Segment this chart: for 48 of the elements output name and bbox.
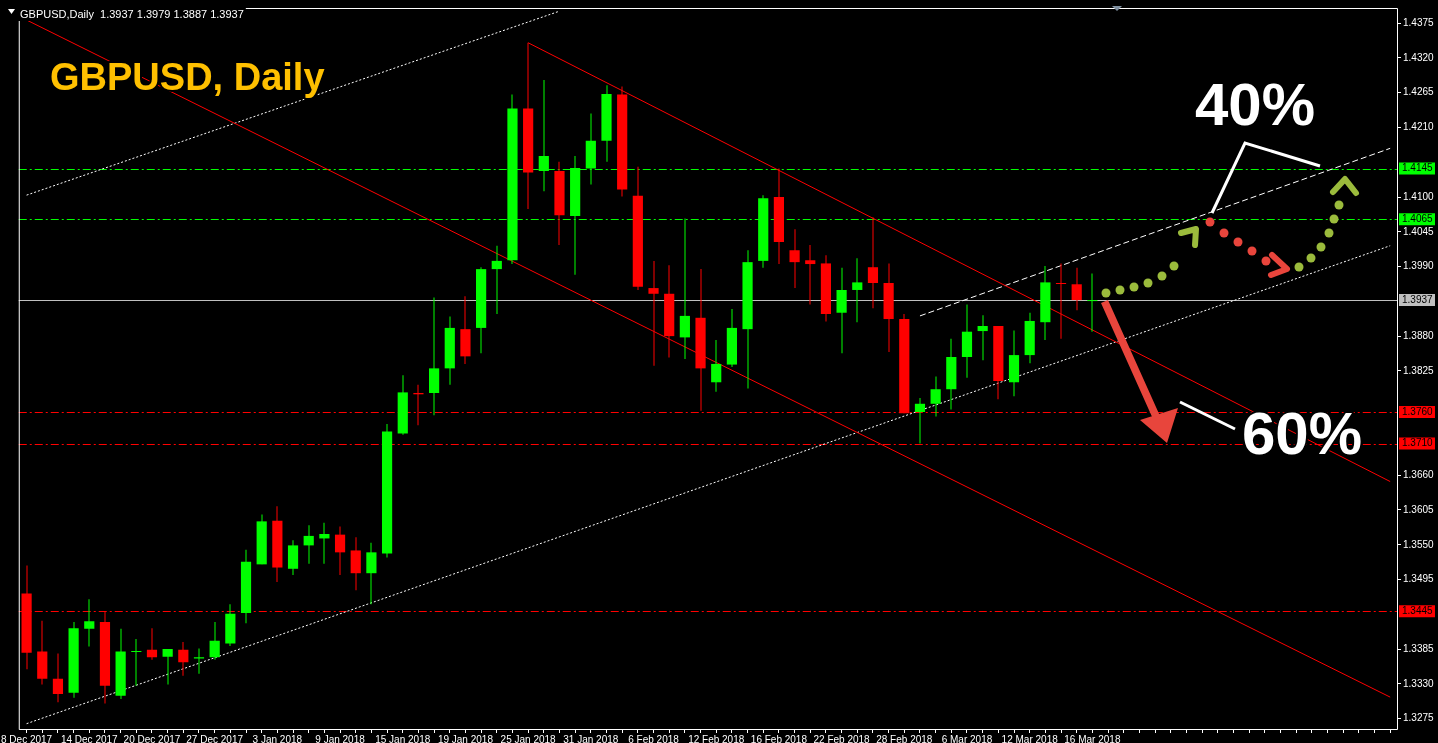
x-tick-label: 12 Mar 2018	[1001, 733, 1059, 743]
y-tick-label: 1.3880	[1403, 329, 1435, 341]
x-tick-label: 12 Feb 2018	[688, 733, 745, 743]
y-tick-label: 1.3990	[1403, 260, 1435, 272]
y-tick-label: 1.3825	[1403, 364, 1435, 376]
ref-line-label: 1.3710	[1402, 437, 1434, 449]
y-tick-label: 1.4320	[1403, 51, 1435, 63]
x-tick-label: 14 Dec 2017	[60, 733, 119, 743]
x-tick-label: 6 Feb 2018	[628, 733, 680, 743]
ref-line-label: 1.3937	[1402, 293, 1434, 305]
x-tick-label: 9 Jan 2018	[315, 733, 366, 743]
y-tick-label: 1.4210	[1403, 121, 1435, 133]
y-tick-label: 1.4375	[1403, 16, 1435, 28]
x-tick-label: 22 Feb 2018	[813, 733, 871, 743]
y-tick-label: 1.3605	[1403, 503, 1435, 515]
y-tick-label: 1.3495	[1403, 573, 1435, 585]
candlestick	[193, 648, 205, 674]
ref-line-label: 1.3445	[1402, 604, 1434, 616]
x-tick-label: 8 Dec 2017	[1, 733, 53, 743]
y-tick-label: 1.3385	[1403, 642, 1435, 654]
ref-line-label: 1.3760	[1402, 405, 1434, 417]
candlestick	[1087, 273, 1098, 332]
x-tick-label: 15 Jan 2018	[375, 733, 431, 743]
x-tick-label: 25 Jan 2018	[500, 733, 557, 743]
y-tick-label: 1.3660	[1403, 468, 1435, 480]
x-tick-label: 31 Jan 2018	[563, 733, 619, 743]
x-tick-label: 27 Dec 2017	[186, 733, 244, 743]
y-tick-label: 1.4045	[1403, 225, 1435, 237]
candlestick	[1055, 263, 1067, 339]
y-tick-label: 1.4265	[1403, 86, 1435, 98]
candlestick	[805, 245, 816, 305]
ref-line-label: 1.4145	[1402, 162, 1434, 174]
annotation: 40%	[1194, 70, 1316, 138]
x-tick-label: 28 Feb 2018	[876, 733, 933, 743]
y-tick-label: 1.3330	[1403, 677, 1435, 689]
candlestick	[131, 638, 142, 686]
y-tick-label: 1.3275	[1403, 712, 1435, 724]
x-tick-label: 6 Mar 2018	[941, 733, 993, 743]
x-tick-label: 16 Mar 2018	[1064, 733, 1121, 743]
y-tick-label: 1.3550	[1403, 538, 1435, 550]
x-tick-label: 19 Jan 2018	[437, 733, 494, 743]
ref-line-label: 1.4065	[1402, 212, 1434, 224]
x-tick-label: 20 Dec 2017	[123, 733, 181, 743]
x-tick-label: 3 Jan 2018	[252, 733, 303, 743]
x-tick-label: 16 Feb 2018	[750, 733, 808, 743]
chart-subtitle: GBPUSD,Daily 1.3937 1.3979 1.3887 1.3937	[20, 7, 244, 20]
y-tick-label: 1.4100	[1403, 190, 1435, 202]
candlestick	[648, 260, 659, 366]
